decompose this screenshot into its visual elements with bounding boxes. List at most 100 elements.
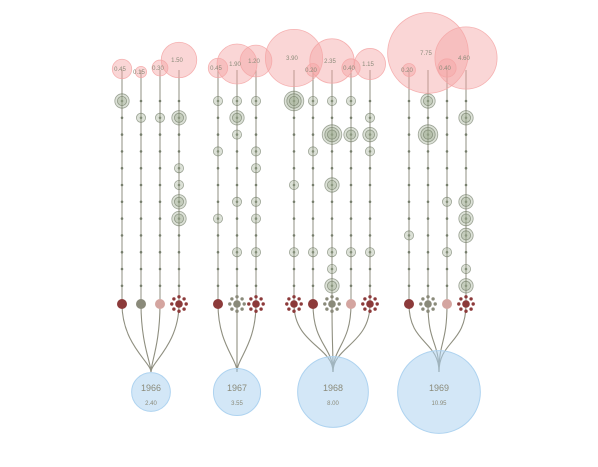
event-node	[343, 127, 359, 143]
line-dot	[292, 250, 296, 254]
category-marker-petal	[182, 297, 186, 301]
line-dot	[445, 267, 449, 271]
value-bubble	[434, 26, 498, 90]
top-bubble-layer	[111, 12, 498, 94]
line-dot	[216, 99, 220, 103]
value-bubble	[437, 58, 457, 78]
event-node	[288, 247, 299, 258]
event-node	[288, 179, 299, 190]
line-dot	[368, 200, 372, 204]
category-marker-petal	[254, 295, 258, 299]
line-dot	[120, 150, 124, 153]
line-dot	[330, 99, 334, 103]
line-dot	[177, 217, 181, 220]
line-dot	[311, 150, 315, 153]
category-marker-petal	[184, 302, 188, 306]
line-dot	[464, 99, 468, 103]
line-dot	[292, 200, 296, 204]
category-marker-petal	[261, 302, 265, 306]
event-node	[364, 112, 375, 123]
event-node	[135, 112, 146, 123]
line-dot	[216, 133, 220, 136]
line-dot	[254, 166, 258, 170]
category-marker-petal	[297, 307, 301, 311]
line-dot	[368, 150, 372, 153]
line-dot	[139, 217, 143, 220]
category-marker	[346, 299, 356, 309]
event-node	[422, 96, 433, 107]
event-node	[460, 112, 471, 123]
line-dot	[349, 183, 353, 187]
category-marker-petal	[373, 307, 377, 311]
event-node	[324, 177, 340, 193]
category-marker-petal	[249, 297, 253, 301]
vertical-line-layer	[121, 70, 467, 305]
line-dot	[464, 234, 468, 237]
line-dot	[254, 200, 258, 204]
line-dot	[426, 166, 430, 170]
line-dot	[464, 183, 468, 187]
event-node	[212, 213, 223, 224]
line-dot	[464, 133, 468, 136]
line-dot	[330, 150, 334, 153]
event-node	[326, 280, 337, 291]
line-dot	[426, 250, 430, 254]
event-node	[441, 196, 452, 207]
line-dot	[254, 183, 258, 187]
line-dot	[235, 166, 239, 170]
line-dot	[407, 217, 411, 220]
category-marker-petal	[172, 297, 176, 301]
event-node	[212, 146, 223, 157]
line-dot	[311, 99, 315, 103]
line-dot	[445, 99, 449, 103]
event-node	[250, 247, 261, 258]
line-dot	[177, 116, 181, 120]
category-marker-petal	[469, 307, 473, 311]
line-dot	[292, 166, 296, 170]
year-total-1967: 3.55	[231, 401, 243, 407]
line-dot	[139, 133, 143, 136]
category-marker-petal	[230, 297, 234, 301]
line-dot	[120, 267, 124, 271]
line-dot	[235, 200, 239, 204]
event-node	[288, 96, 299, 107]
category-marker-petal	[242, 302, 246, 306]
category-marker-petal	[325, 307, 329, 311]
line-dot	[426, 99, 430, 103]
line-dot	[139, 183, 143, 187]
year-label-1966: 1966	[141, 383, 161, 393]
line-dot	[311, 284, 315, 288]
line-dot	[407, 234, 411, 237]
event-node	[114, 93, 130, 109]
line-dot	[235, 183, 239, 187]
line-dot	[330, 217, 334, 220]
line-dot	[235, 250, 239, 254]
category-marker-core	[233, 300, 241, 308]
category-marker-core	[366, 300, 374, 308]
line-dot	[426, 267, 430, 271]
line-dot	[368, 166, 372, 170]
line-dot	[216, 267, 220, 271]
line-dot	[464, 166, 468, 170]
line-dot	[216, 200, 220, 204]
event-node	[326, 247, 337, 258]
category-marker-petal	[421, 297, 425, 301]
line-dot	[426, 133, 430, 136]
marker-layer	[117, 295, 475, 313]
event-node	[326, 263, 337, 274]
value-bubble	[111, 58, 133, 80]
line-dot	[254, 99, 258, 103]
line-dot	[254, 234, 258, 237]
event-node	[212, 96, 223, 107]
line-dot	[349, 133, 353, 136]
line-dot	[177, 150, 181, 153]
category-marker-petal	[421, 307, 425, 311]
line-dot	[445, 250, 449, 254]
line-dot	[235, 99, 239, 103]
line-dot	[177, 284, 181, 288]
event-node	[460, 213, 471, 224]
line-dot	[445, 217, 449, 220]
line-dot	[426, 284, 430, 288]
category-marker-petal	[177, 309, 181, 313]
